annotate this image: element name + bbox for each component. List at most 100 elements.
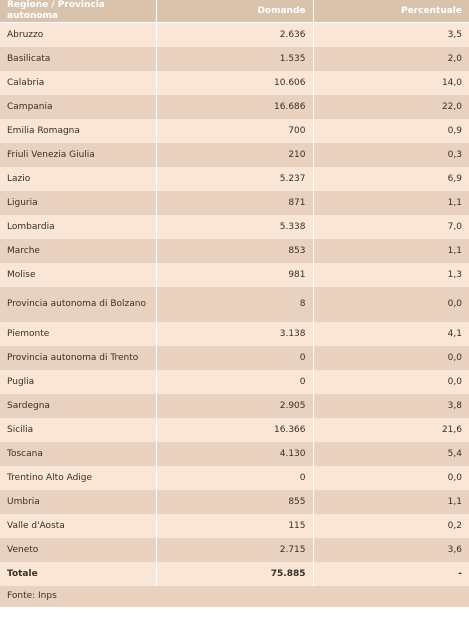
- table-row: Toscana 4.130 5,4: [0, 442, 469, 466]
- table-row: Lombardia 5.338 7,0: [0, 215, 469, 239]
- table-row: Molise 981 1,3: [0, 263, 469, 287]
- table-cell: 115: [155, 514, 313, 538]
- table-cell: Campania: [0, 95, 156, 119]
- table-cell: 700: [155, 119, 313, 143]
- table-cell: Sicilia: [0, 418, 156, 442]
- table-cell: 0,0: [312, 466, 469, 490]
- table-cell: Trentino Alto Adige: [0, 466, 156, 490]
- table-row: Trentino Alto Adige 0 0,0: [0, 466, 469, 490]
- table-cell: 3.138: [155, 322, 313, 346]
- table-cell: 2,0: [312, 47, 469, 71]
- table-row: Sicilia 16.366 21,6: [0, 418, 469, 442]
- table-cell: Calabria: [0, 71, 156, 95]
- table-cell: 1,1: [312, 191, 469, 215]
- table-cell: Basilicata: [0, 47, 156, 71]
- table-cell: Provincia autonoma di Bolzano: [0, 287, 156, 322]
- table-row: Totale 75.885-: [0, 562, 469, 586]
- table-row: Emilia Romagna 700 0,9: [0, 119, 469, 143]
- header-cell: Domande: [155, 0, 313, 23]
- table-cell: 2.905: [155, 394, 313, 418]
- table-cell: 0,3: [312, 143, 469, 167]
- table-cell: 0,0: [312, 370, 469, 394]
- table-cell: Lombardia: [0, 215, 156, 239]
- table-cell: 5.338: [155, 215, 313, 239]
- table-row: Provincia autonoma di Bolzano 8 0,0: [0, 287, 469, 322]
- table-row: Valle d'Aosta 115 0,2: [0, 514, 469, 538]
- table-cell: 3,6: [312, 538, 469, 562]
- table-cell: 8: [155, 287, 313, 322]
- table-row: Abruzzo 2.636 3,5: [0, 22, 469, 47]
- table-cell: 0,2: [312, 514, 469, 538]
- table-cell: 16.366: [155, 418, 313, 442]
- table-cell: Lazio: [0, 167, 156, 191]
- header-row: Regione / Provincia autonoma Domande Per…: [0, 0, 469, 23]
- table-cell: Abruzzo: [0, 22, 156, 47]
- table-cell: 855: [155, 490, 313, 514]
- table-cell: 3,5: [312, 22, 469, 47]
- table-cell: 14,0: [312, 71, 469, 95]
- table-cell: 5.237: [155, 167, 313, 191]
- table-cell: 981: [155, 263, 313, 287]
- table-cell: Veneto: [0, 538, 156, 562]
- table-row: Friuli Venezia Giulia 210 0,3: [0, 143, 469, 167]
- table-cell: 853: [155, 239, 313, 263]
- table-row: Marche 853 1,1: [0, 239, 469, 263]
- table-cell: 10.606: [155, 71, 313, 95]
- table-cell: Molise: [0, 263, 156, 287]
- table-cell: Marche: [0, 239, 156, 263]
- table-row: Veneto 2.715 3,6: [0, 538, 469, 562]
- table-cell: 75.885: [155, 562, 313, 586]
- table-cell: 16.686: [155, 95, 313, 119]
- table-row: Sardegna 2.905 3,8: [0, 394, 469, 418]
- header-cell: Percentuale: [312, 0, 469, 23]
- table-cell: 0,0: [312, 287, 469, 322]
- table-cell: 6,9: [312, 167, 469, 191]
- table-cell: 0: [155, 346, 313, 370]
- table-row: Provincia autonoma di Trento 0 0,0: [0, 346, 469, 370]
- table-cell: 4.130: [155, 442, 313, 466]
- table-cell: Puglia: [0, 370, 156, 394]
- table-cell: 0: [155, 370, 313, 394]
- table-cell: 0,0: [312, 346, 469, 370]
- table-cell: 21,6: [312, 418, 469, 442]
- table-cell: Valle d'Aosta: [0, 514, 156, 538]
- table-row: Liguria 871 1,1: [0, 191, 469, 215]
- table-cell: Provincia autonoma di Trento: [0, 346, 156, 370]
- table-cell: 871: [155, 191, 313, 215]
- table-cell: 210: [155, 143, 313, 167]
- table-row: Umbria 855 1,1: [0, 490, 469, 514]
- table-cell: 1,1: [312, 490, 469, 514]
- table-row: Campania 16.686 22,0: [0, 95, 469, 119]
- table-cell: 7,0: [312, 215, 469, 239]
- table-row: Puglia 0 0,0: [0, 370, 469, 394]
- source-text: Fonte: Inps: [0, 586, 469, 607]
- table-row: Basilicata 1.535 2,0: [0, 47, 469, 71]
- header-cell: Regione / Provincia autonoma: [0, 0, 156, 23]
- table-row: Calabria 10.606 14,0: [0, 71, 469, 95]
- table-cell: -: [312, 562, 469, 586]
- table-cell: 1.535: [155, 47, 313, 71]
- table-cell: 22,0: [312, 95, 469, 119]
- table-cell: Emilia Romagna: [0, 119, 156, 143]
- table-cell: 2.636: [155, 22, 313, 47]
- table-cell: Liguria: [0, 191, 156, 215]
- table-cell: 1,1: [312, 239, 469, 263]
- table-cell: 4,1: [312, 322, 469, 346]
- data-table: Regione / Provincia autonoma Domande Per…: [0, 0, 469, 607]
- table-cell: 5,4: [312, 442, 469, 466]
- table-cell: Sardegna: [0, 394, 156, 418]
- source-row: Fonte: Inps: [0, 586, 469, 607]
- table-row: Piemonte 3.138 4,1: [0, 322, 469, 346]
- table-cell: Piemonte: [0, 322, 156, 346]
- table-cell: Toscana: [0, 442, 156, 466]
- table-cell: 0: [155, 466, 313, 490]
- table-cell: Umbria: [0, 490, 156, 514]
- table-cell: 2.715: [155, 538, 313, 562]
- table-cell: Friuli Venezia Giulia: [0, 143, 156, 167]
- table-row: Lazio 5.237 6,9: [0, 167, 469, 191]
- table-cell: 1,3: [312, 263, 469, 287]
- table-cell: 0,9: [312, 119, 469, 143]
- table-cell: 3,8: [312, 394, 469, 418]
- table-cell: Totale: [0, 562, 156, 586]
